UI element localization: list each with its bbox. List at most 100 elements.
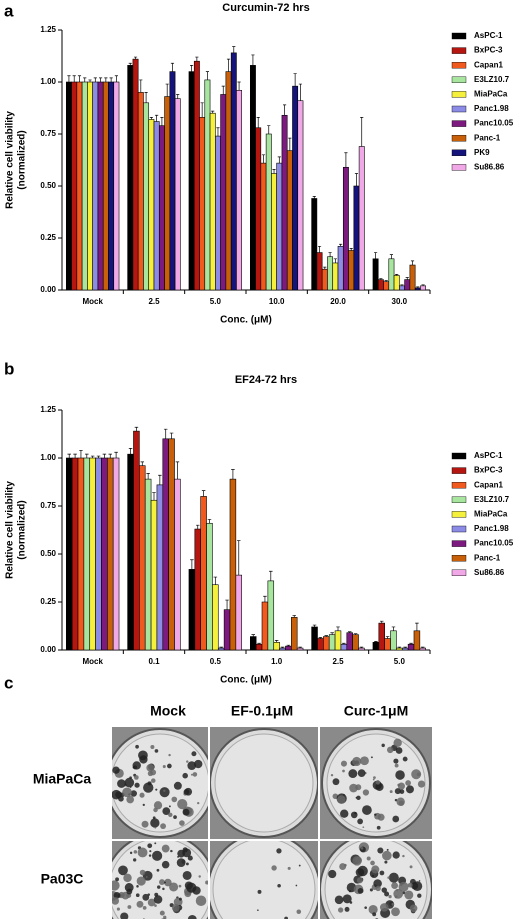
colony <box>185 862 189 866</box>
bar <box>265 133 272 291</box>
legend-label: Capan1 <box>474 60 503 69</box>
error-bar <box>237 540 241 576</box>
error-bar <box>149 117 153 120</box>
legend-swatch <box>451 511 467 518</box>
colony <box>271 865 277 871</box>
bar <box>297 100 304 291</box>
colony <box>112 880 120 891</box>
colony <box>183 789 190 795</box>
colony <box>396 797 405 806</box>
error-bar <box>374 252 378 259</box>
bar <box>223 609 231 651</box>
error-bar <box>108 453 113 458</box>
plate <box>320 841 432 919</box>
colony <box>344 906 350 912</box>
error-bar <box>379 278 383 280</box>
error-bar <box>391 626 396 631</box>
colony <box>360 756 369 766</box>
colony <box>381 743 385 748</box>
error-bar <box>169 432 174 439</box>
bar <box>393 275 400 291</box>
bar <box>249 636 257 651</box>
error-bar <box>170 62 175 72</box>
colony <box>411 769 422 780</box>
bar <box>332 262 339 291</box>
colony <box>124 777 135 788</box>
colony <box>149 850 152 853</box>
colony <box>330 773 334 777</box>
colony <box>136 885 139 888</box>
colony <box>388 872 399 883</box>
x-tick-label: 10.0 <box>269 297 285 306</box>
bar <box>162 438 169 651</box>
legend-label: BxPC-3 <box>474 46 503 55</box>
colony <box>384 860 388 864</box>
bar <box>276 162 283 291</box>
colony <box>344 863 347 867</box>
colony <box>115 877 120 882</box>
legend-swatch <box>451 149 467 157</box>
bar <box>133 430 140 651</box>
colony <box>159 787 170 798</box>
error-bar <box>292 615 297 618</box>
error-bar <box>133 56 138 60</box>
colony <box>402 756 408 762</box>
error-bar <box>77 75 82 82</box>
colony <box>340 760 347 767</box>
colony <box>404 890 414 900</box>
error-bar <box>324 635 329 637</box>
bar <box>261 601 269 651</box>
colony <box>366 856 371 861</box>
error-bar <box>128 448 133 455</box>
legend-swatch <box>451 105 467 113</box>
colony <box>142 803 145 807</box>
error-bar <box>67 75 71 82</box>
colony <box>416 772 421 777</box>
bar <box>291 617 298 651</box>
colony <box>133 775 139 780</box>
x-tick-label: 5.0 <box>210 297 222 306</box>
bar <box>255 127 262 291</box>
colony <box>298 864 301 867</box>
error-bar <box>360 117 364 147</box>
colony <box>364 906 368 909</box>
colony <box>391 907 400 917</box>
legend-label: Panc10.05 <box>474 539 514 548</box>
colony <box>398 881 409 892</box>
bar <box>168 438 175 651</box>
colony <box>392 815 400 823</box>
colony <box>159 879 165 886</box>
x-tick-label: 2.5 <box>148 297 160 306</box>
colony <box>342 894 352 904</box>
y-tick-label: 1.25 <box>40 25 56 34</box>
colony <box>150 818 160 828</box>
colony <box>296 909 302 915</box>
error-bar <box>140 461 145 466</box>
colony <box>162 887 165 891</box>
legend-label: Su86.86 <box>474 568 505 577</box>
colony <box>368 904 378 915</box>
bar <box>81 81 88 291</box>
error-bar <box>211 110 215 114</box>
colony <box>182 772 188 779</box>
error-bar <box>232 46 236 53</box>
error-bar <box>400 284 404 286</box>
colony <box>139 792 145 798</box>
colony <box>186 882 197 893</box>
error-bar <box>389 254 394 259</box>
error-bar <box>349 248 353 251</box>
colony <box>340 809 349 818</box>
bar <box>209 112 216 291</box>
bar <box>413 630 421 651</box>
colony <box>348 890 352 893</box>
legend-swatch <box>451 555 467 562</box>
colony <box>122 787 132 798</box>
colony <box>392 851 400 859</box>
colony <box>187 761 197 770</box>
colony <box>173 781 182 790</box>
bar <box>193 60 200 291</box>
x-tick-label: 5.0 <box>394 657 406 666</box>
bar <box>92 81 99 291</box>
colony <box>160 823 167 830</box>
legend-label: MiaPaCa <box>474 510 508 519</box>
